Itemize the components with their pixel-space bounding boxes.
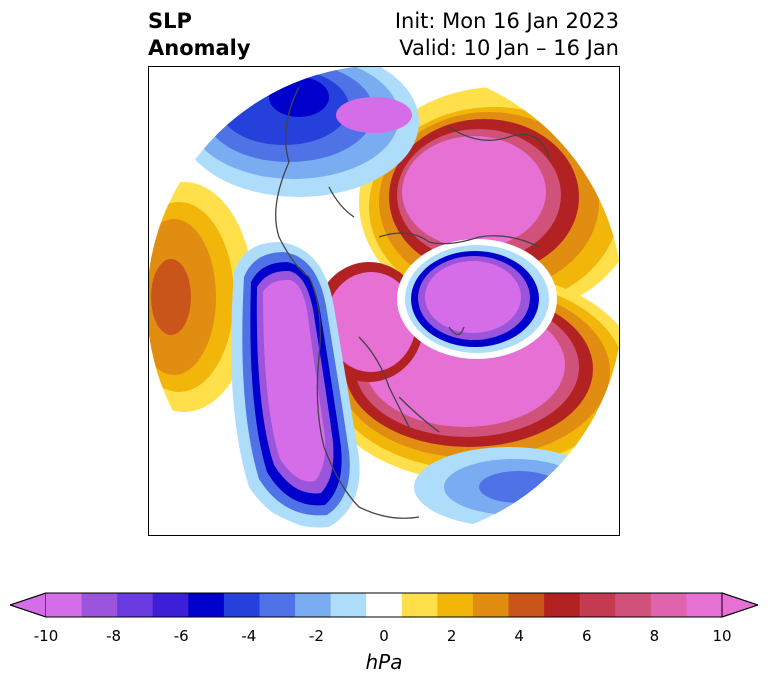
colorbar-swatch [615,593,652,617]
colorbar-swatch [544,593,581,617]
colorbar-extend-low [10,592,47,618]
anomaly-south-atlantic-negative [414,447,604,527]
title-variable: SLP [148,9,192,33]
coastlines [275,86,550,519]
colorbar-swatch [437,593,474,617]
valid-range: Valid: 10 Jan – 16 Jan [399,36,619,60]
chart-title-left: SLP Anomaly [148,8,251,62]
colorbar [10,592,758,618]
colorbar-swatch [686,593,723,617]
tick-label: -4 [241,627,257,645]
colorbar-outline [10,592,758,618]
tick-label: 2 [446,627,457,645]
tick-label: 0 [379,627,389,645]
colorbar-swatch [579,593,616,617]
tick-label: -10 [33,627,59,645]
colorbar-units: hPa [365,650,403,674]
colorbar-swatch [508,593,545,617]
tick-label: 8 [649,627,660,645]
tick-label: 10 [712,627,732,645]
colorbar-swatch [650,593,687,617]
anomaly-map [149,67,619,535]
tick-label: -6 [173,627,189,645]
colorbar-swatch [117,593,154,617]
colorbar-swatch [401,593,438,617]
tick-label: 4 [514,627,524,645]
colorbar-swatch [81,593,118,617]
colorbar-swatch [46,593,83,617]
anomaly-europe-negative [397,239,557,359]
map-panel [148,66,620,536]
colorbar-swatch [259,593,296,617]
colorbar-swatch [188,593,225,617]
colorbar-swatch [152,593,189,617]
colorbar-swatch [223,593,260,617]
colorbar-swatch [366,593,403,617]
colorbar-swatch [330,593,367,617]
colorbar-extend-high [721,592,758,618]
tick-label: -2 [308,627,324,645]
tick-label: -8 [106,627,122,645]
title-variable-sub: Anomaly [148,36,251,60]
colorbar-swatch [295,593,332,617]
init-date: Init: Mon 16 Jan 2023 [394,9,619,33]
tick-label: 6 [582,627,592,645]
chart-title-right: Init: Mon 16 Jan 2023 Valid: 10 Jan – 16… [395,8,619,62]
colorbar-swatch [472,593,510,617]
